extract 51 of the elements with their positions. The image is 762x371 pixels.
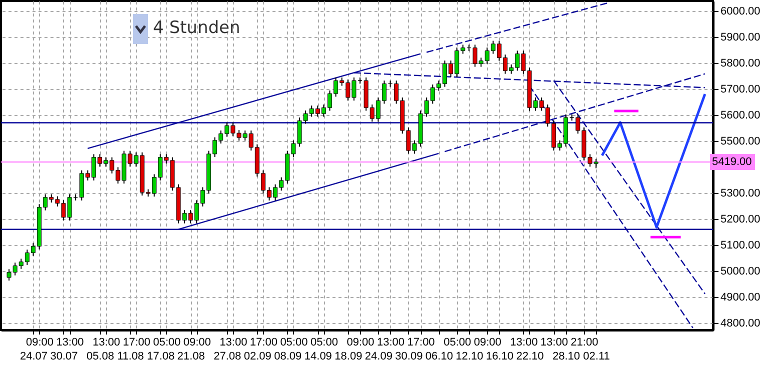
x-tick-label: 24.09 xyxy=(364,350,392,362)
x-tick-label: 05:00 xyxy=(444,336,472,348)
x-tick-label: 13:00 xyxy=(377,336,405,348)
y-tick-label: 5200.00 xyxy=(720,213,760,226)
x-tick-label: 02.11 xyxy=(583,350,610,362)
y-tick-label: 4900.00 xyxy=(720,291,760,304)
x-tick-label: 13:00 xyxy=(220,336,248,348)
x-tick-label: 17:00 xyxy=(122,336,150,348)
x-tick-label: 17.08 xyxy=(147,350,175,362)
x-tick-label: 21:00 xyxy=(570,336,598,348)
x-tick-label: 05:00 xyxy=(280,336,308,348)
ref-line-label: 5419.00 xyxy=(712,156,752,168)
x-tick-label: 30.07 xyxy=(50,350,78,362)
x-tick-label: 05.08 xyxy=(86,350,114,362)
x-tick-label: 09:00 xyxy=(346,336,374,348)
x-tick-label: 11.08 xyxy=(117,350,144,362)
x-tick-label: 09:00 xyxy=(26,336,54,348)
x-tick-label: 06.10 xyxy=(425,350,453,362)
y-tick-label: 6000.00 xyxy=(720,5,760,18)
x-tick-label: 17:00 xyxy=(407,336,435,348)
x-tick-label: 12.10 xyxy=(456,350,484,362)
x-tick-label: 09:00 xyxy=(183,336,211,348)
x-tick-label: 13:00 xyxy=(540,336,568,348)
x-tick-label: 17:00 xyxy=(250,336,278,348)
x-tick-label: 22.10 xyxy=(516,350,544,362)
x-tick-label: 14.09 xyxy=(304,350,332,362)
x-tick-label: 27.08 xyxy=(214,350,242,362)
x-tick-label: 08.09 xyxy=(274,350,302,362)
y-tick-label: 5900.00 xyxy=(720,31,760,44)
x-tick-label: 13:00 xyxy=(92,336,120,348)
x-tick-label: 13:00 xyxy=(510,336,538,348)
x-tick-label: 05:00 xyxy=(153,336,181,348)
y-tick-label: 5000.00 xyxy=(720,265,760,278)
x-tick-label: 18.09 xyxy=(334,350,362,362)
y-tick-label: 5300.00 xyxy=(720,187,760,200)
y-tick-label: 5600.00 xyxy=(720,109,760,122)
x-tick-label: 16.10 xyxy=(486,350,514,362)
x-tick-label: 05:00 xyxy=(310,336,338,348)
x-tick-label: 24.07 xyxy=(20,350,48,362)
x-tick-label: 28.10 xyxy=(552,350,580,362)
y-tick-label: 5800.00 xyxy=(720,57,760,70)
x-tick-label: 13:00 xyxy=(56,336,84,348)
y-tick-label: 4800.00 xyxy=(720,317,760,330)
y-tick-label: 5500.00 xyxy=(720,135,760,148)
y-tick-label: 5700.00 xyxy=(720,83,760,96)
text: 4 Stunden xyxy=(153,18,240,38)
y-tick-label: 5100.00 xyxy=(720,239,760,252)
x-tick-label: 30.09 xyxy=(395,350,423,362)
x-tick-label: 21.08 xyxy=(177,350,205,362)
x-tick-label: 09:00 xyxy=(474,336,502,348)
x-tick-label: 02.09 xyxy=(244,350,272,362)
